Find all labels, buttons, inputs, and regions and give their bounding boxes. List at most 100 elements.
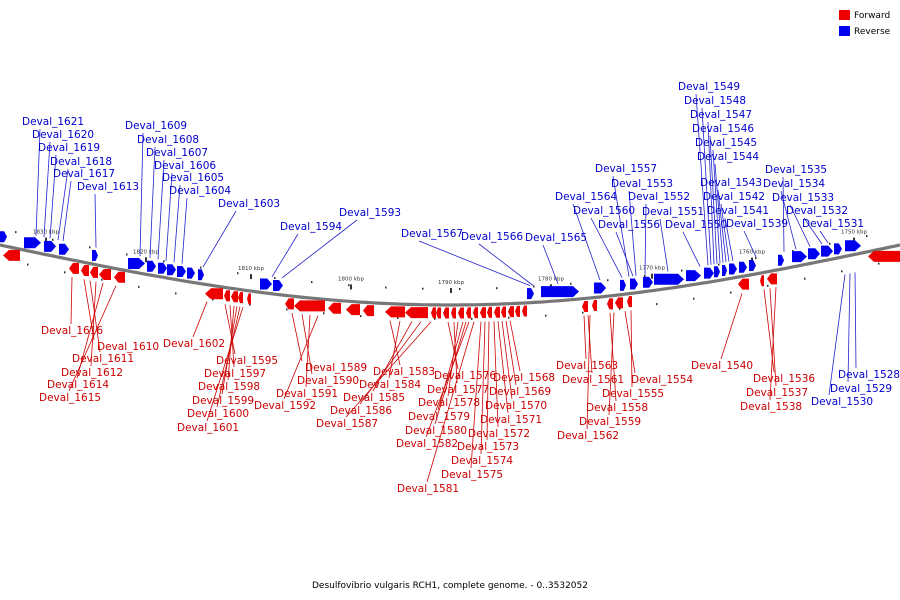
gap-marker	[508, 316, 510, 319]
gap-marker	[397, 317, 399, 319]
gap-marker	[681, 269, 683, 272]
reverse-leader-line	[709, 135, 718, 264]
reverse-leader-line	[615, 231, 634, 277]
forward-gene-label: Deval_1570	[485, 400, 547, 412]
reverse-gene-label: Deval_1544	[697, 151, 759, 163]
reverse-leader-line	[847, 273, 851, 383]
forward-gene-label: Deval_1581	[397, 483, 459, 495]
forward-leader-line	[587, 315, 593, 374]
forward-gene-arrow	[205, 288, 223, 300]
reverse-gene-arrow	[198, 269, 204, 281]
reverse-gene-label: Deval_1553	[611, 178, 673, 190]
reverse-gene-arrow	[845, 240, 861, 252]
forward-gene-label: Deval_1582	[396, 438, 458, 450]
forward-leader-line	[68, 285, 117, 392]
reverse-gene-label: Deval_1546	[692, 123, 754, 135]
gap-marker	[582, 311, 584, 314]
forward-gene-label: Deval_1538	[740, 401, 802, 413]
forward-gene-label: Deval_1562	[557, 430, 619, 442]
forward-leader-line	[769, 287, 777, 401]
reverse-gene-arrow	[834, 243, 842, 255]
forward-gene-arrow	[508, 306, 514, 318]
forward-gene-arrow	[346, 304, 360, 316]
reverse-leader-line	[724, 217, 734, 262]
forward-gene-arrow	[363, 305, 374, 317]
reverse-gene-arrow	[749, 260, 756, 272]
reverse-gene-label: Deval_1533	[772, 192, 834, 204]
forward-gene-label: Deval_1584	[359, 379, 421, 391]
forward-gene-label: Deval_1540	[691, 360, 753, 372]
reverse-leader-line	[149, 146, 156, 259]
forward-leader-line	[291, 313, 303, 362]
forward-leader-line	[630, 310, 633, 388]
reverse-gene-label: Deval_1617	[53, 168, 115, 180]
reverse-leader-line	[701, 107, 712, 265]
reverse-leader-line	[202, 210, 237, 268]
forward-gene-arrow	[81, 265, 89, 277]
forward-gene-label: Deval_1571	[480, 414, 542, 426]
reverse-gene-arrow	[739, 261, 747, 273]
kbp-ticks: 1830 kbp 1820 kbp 1810 kbp 1800 kbp 1790 kbp…	[33, 230, 867, 293]
forward-gene-arrow	[501, 306, 506, 318]
gap-marker	[360, 315, 362, 318]
forward-leader-line	[83, 279, 95, 341]
forward-gene-label: Deval_1558	[586, 402, 648, 414]
reverse-gene-arrow	[630, 278, 638, 290]
forward-gene-arrow	[69, 262, 79, 274]
gap-marker	[348, 284, 350, 287]
reverse-gene-label: Deval_1619	[38, 142, 100, 154]
forward-gene-arrow	[285, 298, 294, 310]
forward-leader-line	[447, 321, 459, 370]
forward-gene-label: Deval_1598	[198, 381, 260, 393]
forward-leader-line	[509, 320, 521, 372]
reverse-gene-arrow	[714, 266, 720, 278]
reverse-gene-label: Deval_1547	[690, 109, 752, 121]
reverse-leader-line	[418, 240, 531, 287]
forward-leader-line	[345, 321, 432, 418]
reverse-leader-line	[181, 197, 188, 264]
forward-leader-line	[437, 321, 464, 411]
gap-marker	[64, 271, 66, 274]
forward-gene-label: Deval_1555	[602, 388, 664, 400]
forward-gene-label: Deval_1592	[254, 400, 316, 412]
gap-marker	[792, 250, 794, 253]
forward-gene-label: Deval_1600	[187, 408, 249, 420]
gap-marker	[286, 308, 288, 311]
forward-gene-arrow	[114, 271, 125, 283]
forward-gene-label: Deval_1536	[753, 373, 815, 385]
gap-marker	[656, 303, 658, 306]
forward-gene-arrow	[473, 307, 478, 319]
forward-gene-label: Deval_1612	[61, 367, 123, 379]
gap-marker	[434, 317, 436, 320]
reverse-gene-arrow	[128, 258, 145, 270]
reverse-gene-arrow	[722, 265, 727, 277]
reverse-leader-line	[35, 128, 41, 236]
reverse-leader-line	[173, 184, 181, 263]
forward-gene-arrow	[615, 297, 623, 309]
forward-gene-arrow	[627, 296, 632, 308]
forward-gene-arrow	[247, 293, 251, 305]
reverse-gene-arrow	[541, 286, 579, 298]
forward-gene-arrow	[3, 249, 20, 261]
reverse-leader-line	[682, 231, 701, 267]
gap-marker	[619, 307, 621, 310]
reverse-gene-label: Deval_1548	[684, 95, 746, 107]
forward-gene-arrow	[405, 307, 428, 319]
reverse-leader-line	[782, 176, 785, 252]
forward-gene-label: Deval_1579	[408, 411, 470, 423]
forward-leader-line	[447, 321, 459, 397]
gap-marker	[644, 274, 646, 277]
reverse-leader-line	[281, 219, 358, 279]
reverse-gene-label: Deval_1542	[703, 191, 765, 203]
forward-gene-arrow	[522, 305, 527, 317]
tick-label: 1790 kbp	[438, 280, 464, 286]
forward-gene-arrow	[582, 300, 588, 312]
gap-marker	[89, 246, 91, 249]
forward-leader-line	[586, 314, 591, 430]
reverse-gene-arrow	[187, 267, 195, 279]
reverse-gene-label: Deval_1618	[50, 156, 112, 168]
forward-leader-line	[609, 312, 617, 402]
reverse-gene-label: Deval_1621	[22, 116, 84, 128]
gap-marker	[237, 272, 239, 275]
